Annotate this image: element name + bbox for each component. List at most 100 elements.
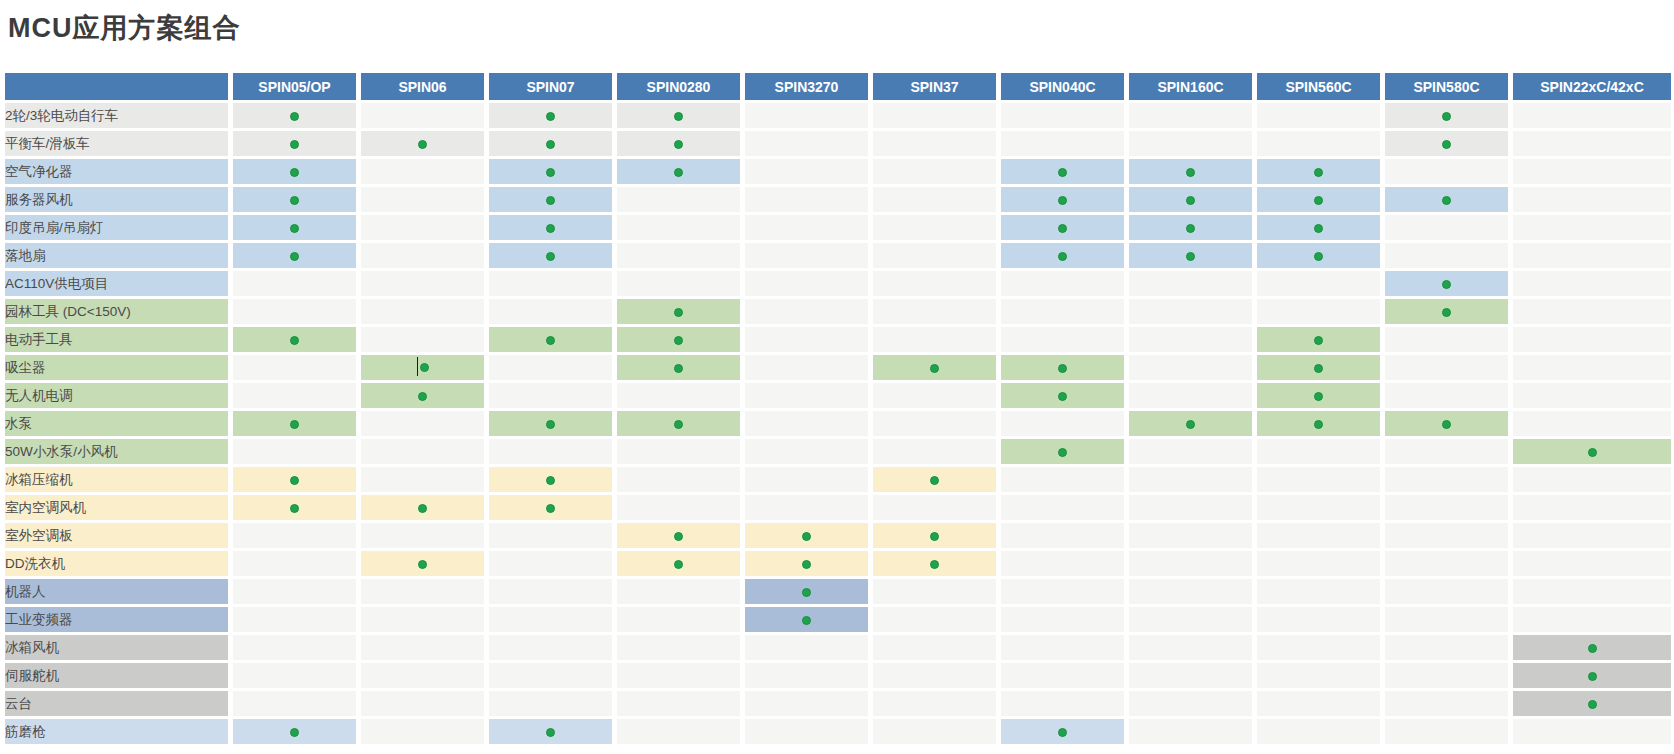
matrix-cell (1513, 131, 1671, 156)
matrix-cell (361, 551, 484, 576)
matrix-cell (873, 691, 996, 716)
supported-dot-icon (1314, 420, 1323, 429)
matrix-cell (1129, 159, 1252, 184)
matrix-cell (745, 411, 868, 436)
matrix-cell (1257, 103, 1380, 128)
supported-dot-icon (930, 364, 939, 373)
matrix-cell (1001, 607, 1124, 632)
matrix-cell (617, 383, 740, 408)
row-label: 冰箱压缩机 (5, 467, 228, 492)
matrix-cell (617, 635, 740, 660)
matrix-cell (1001, 299, 1124, 324)
row-label: 水泵 (5, 411, 228, 436)
supported-dot-icon (802, 532, 811, 541)
matrix-cell (617, 299, 740, 324)
matrix-header-row: SPIN05/OPSPIN06SPIN07SPIN0280SPIN3270SPI… (5, 73, 1671, 100)
matrix-cell (233, 551, 356, 576)
matrix-cell (745, 243, 868, 268)
row-label: 云台 (5, 691, 228, 716)
matrix-cell (1001, 719, 1124, 744)
column-header: SPIN37 (873, 73, 996, 100)
matrix-cell (489, 635, 612, 660)
supported-dot-icon (546, 140, 555, 149)
supported-dot-icon (1314, 196, 1323, 205)
column-header: SPIN3270 (745, 73, 868, 100)
matrix-cell (489, 467, 612, 492)
matrix-cell (873, 439, 996, 464)
matrix-cell (233, 411, 356, 436)
matrix-cell (745, 523, 868, 548)
matrix-cell (1385, 495, 1508, 520)
matrix-cell (873, 215, 996, 240)
supported-dot-icon (1314, 364, 1323, 373)
matrix-cell (1129, 691, 1252, 716)
supported-dot-icon (1058, 252, 1067, 261)
column-header: SPIN580C (1385, 73, 1508, 100)
matrix-cell (745, 467, 868, 492)
matrix-cell (745, 495, 868, 520)
matrix-cell (1129, 271, 1252, 296)
matrix-cell (489, 327, 612, 352)
supported-dot-icon (802, 560, 811, 569)
matrix-cell (617, 215, 740, 240)
matrix-cell (1001, 243, 1124, 268)
matrix-cell (233, 439, 356, 464)
matrix-cell (617, 355, 740, 380)
table-row: 落地扇 (5, 243, 1671, 268)
supported-dot-icon (290, 140, 299, 149)
matrix-cell (361, 131, 484, 156)
row-label: 冰箱风机 (5, 635, 228, 660)
matrix-cell (1001, 579, 1124, 604)
matrix-cell (617, 467, 740, 492)
matrix-cell (489, 691, 612, 716)
matrix-cell (489, 103, 612, 128)
matrix-cell (361, 439, 484, 464)
matrix-cell (873, 467, 996, 492)
matrix-cell (361, 327, 484, 352)
matrix-cell (617, 523, 740, 548)
matrix-cell (617, 439, 740, 464)
table-row: 伺服舵机 (5, 663, 1671, 688)
column-header: SPIN160C (1129, 73, 1252, 100)
matrix-cell (1129, 467, 1252, 492)
matrix-cell (873, 411, 996, 436)
matrix-cell (489, 383, 612, 408)
row-label: 园林工具 (DC<150V) (5, 299, 228, 324)
matrix-cell (361, 495, 484, 520)
matrix-body: 2轮/3轮电动自行车平衡车/滑板车空气净化器服务器风机印度吊扇/吊扇灯落地扇AC… (5, 103, 1671, 744)
matrix-cell (361, 159, 484, 184)
matrix-cell (1513, 243, 1671, 268)
column-header: SPIN05/OP (233, 73, 356, 100)
matrix-cell (233, 327, 356, 352)
matrix-cell (361, 467, 484, 492)
matrix-cell (745, 439, 868, 464)
matrix-cell (617, 271, 740, 296)
matrix-cell (233, 355, 356, 380)
matrix-cell (361, 607, 484, 632)
matrix-cell (873, 131, 996, 156)
matrix-cell (361, 383, 484, 408)
supported-dot-icon (930, 560, 939, 569)
row-label: 平衡车/滑板车 (5, 131, 228, 156)
matrix-cell (1129, 383, 1252, 408)
matrix-cell (1001, 383, 1124, 408)
matrix-cell (1513, 355, 1671, 380)
row-label: 机器人 (5, 579, 228, 604)
matrix-cell (873, 383, 996, 408)
table-row: 机器人 (5, 579, 1671, 604)
matrix-cell (233, 131, 356, 156)
matrix-cell (1257, 215, 1380, 240)
matrix-cell (617, 327, 740, 352)
matrix-cell (617, 243, 740, 268)
matrix-cell (1513, 215, 1671, 240)
row-label: 室外空调板 (5, 523, 228, 548)
matrix-cell (617, 411, 740, 436)
supported-dot-icon (1058, 728, 1067, 737)
supported-dot-icon (418, 140, 427, 149)
matrix-cell (1129, 719, 1252, 744)
row-label: 筋磨枪 (5, 719, 228, 744)
supported-dot-icon (1314, 392, 1323, 401)
matrix-cell (361, 187, 484, 212)
matrix-cell (873, 495, 996, 520)
matrix-cell (1129, 551, 1252, 576)
